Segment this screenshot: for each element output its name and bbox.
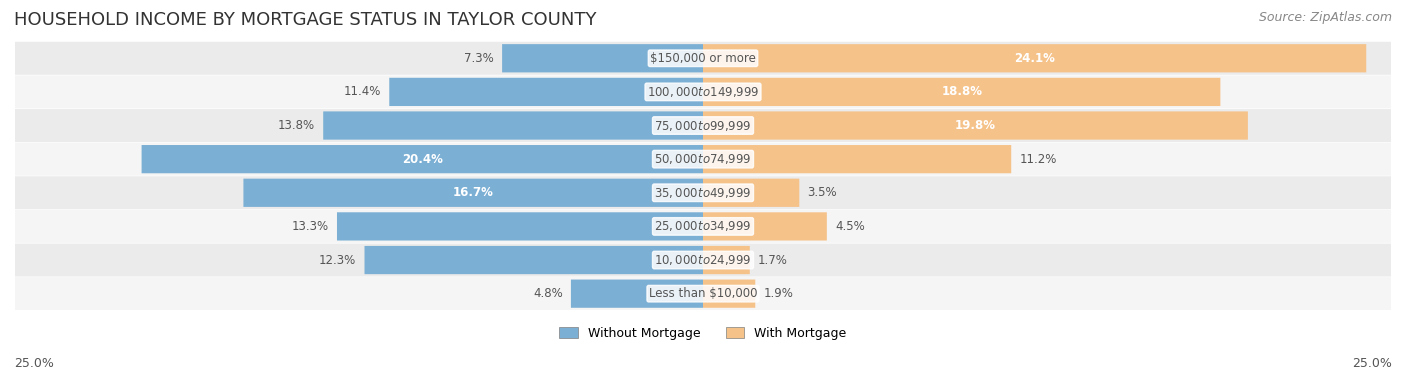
- Text: 12.3%: 12.3%: [319, 254, 356, 266]
- Text: $25,000 to $34,999: $25,000 to $34,999: [654, 219, 752, 233]
- Text: $75,000 to $99,999: $75,000 to $99,999: [654, 119, 752, 133]
- FancyBboxPatch shape: [703, 179, 800, 207]
- FancyBboxPatch shape: [14, 76, 1392, 108]
- Text: 1.7%: 1.7%: [758, 254, 787, 266]
- Text: $10,000 to $24,999: $10,000 to $24,999: [654, 253, 752, 267]
- Text: 25.0%: 25.0%: [1353, 358, 1392, 370]
- Text: 24.1%: 24.1%: [1014, 52, 1054, 65]
- Text: Less than $10,000: Less than $10,000: [648, 287, 758, 300]
- Text: 4.8%: 4.8%: [533, 287, 562, 300]
- FancyBboxPatch shape: [14, 210, 1392, 243]
- FancyBboxPatch shape: [14, 277, 1392, 310]
- Text: 13.8%: 13.8%: [278, 119, 315, 132]
- FancyBboxPatch shape: [703, 246, 749, 274]
- FancyBboxPatch shape: [703, 112, 1249, 139]
- Legend: Without Mortgage, With Mortgage: Without Mortgage, With Mortgage: [554, 322, 852, 345]
- Text: 3.5%: 3.5%: [807, 186, 837, 199]
- FancyBboxPatch shape: [323, 112, 703, 139]
- FancyBboxPatch shape: [502, 44, 703, 73]
- Text: 11.4%: 11.4%: [343, 85, 381, 98]
- FancyBboxPatch shape: [703, 44, 1367, 73]
- FancyBboxPatch shape: [703, 145, 1011, 173]
- FancyBboxPatch shape: [337, 212, 703, 240]
- Text: $150,000 or more: $150,000 or more: [650, 52, 756, 65]
- FancyBboxPatch shape: [571, 280, 703, 308]
- FancyBboxPatch shape: [14, 42, 1392, 75]
- FancyBboxPatch shape: [243, 179, 703, 207]
- Text: 1.9%: 1.9%: [763, 287, 793, 300]
- Text: 4.5%: 4.5%: [835, 220, 865, 233]
- Text: 11.2%: 11.2%: [1019, 153, 1057, 166]
- Text: 25.0%: 25.0%: [14, 358, 53, 370]
- FancyBboxPatch shape: [14, 109, 1392, 142]
- FancyBboxPatch shape: [703, 280, 755, 308]
- Text: 7.3%: 7.3%: [464, 52, 494, 65]
- FancyBboxPatch shape: [14, 143, 1392, 176]
- Text: 16.7%: 16.7%: [453, 186, 494, 199]
- FancyBboxPatch shape: [14, 243, 1392, 277]
- FancyBboxPatch shape: [14, 176, 1392, 209]
- Text: $35,000 to $49,999: $35,000 to $49,999: [654, 186, 752, 200]
- Text: HOUSEHOLD INCOME BY MORTGAGE STATUS IN TAYLOR COUNTY: HOUSEHOLD INCOME BY MORTGAGE STATUS IN T…: [14, 11, 596, 29]
- Text: 20.4%: 20.4%: [402, 153, 443, 166]
- Text: $100,000 to $149,999: $100,000 to $149,999: [647, 85, 759, 99]
- FancyBboxPatch shape: [389, 78, 703, 106]
- Text: Source: ZipAtlas.com: Source: ZipAtlas.com: [1258, 11, 1392, 24]
- Text: $50,000 to $74,999: $50,000 to $74,999: [654, 152, 752, 166]
- Text: 19.8%: 19.8%: [955, 119, 995, 132]
- FancyBboxPatch shape: [703, 212, 827, 240]
- Text: 18.8%: 18.8%: [941, 85, 983, 98]
- FancyBboxPatch shape: [142, 145, 703, 173]
- FancyBboxPatch shape: [703, 78, 1220, 106]
- FancyBboxPatch shape: [364, 246, 703, 274]
- Text: 13.3%: 13.3%: [291, 220, 329, 233]
